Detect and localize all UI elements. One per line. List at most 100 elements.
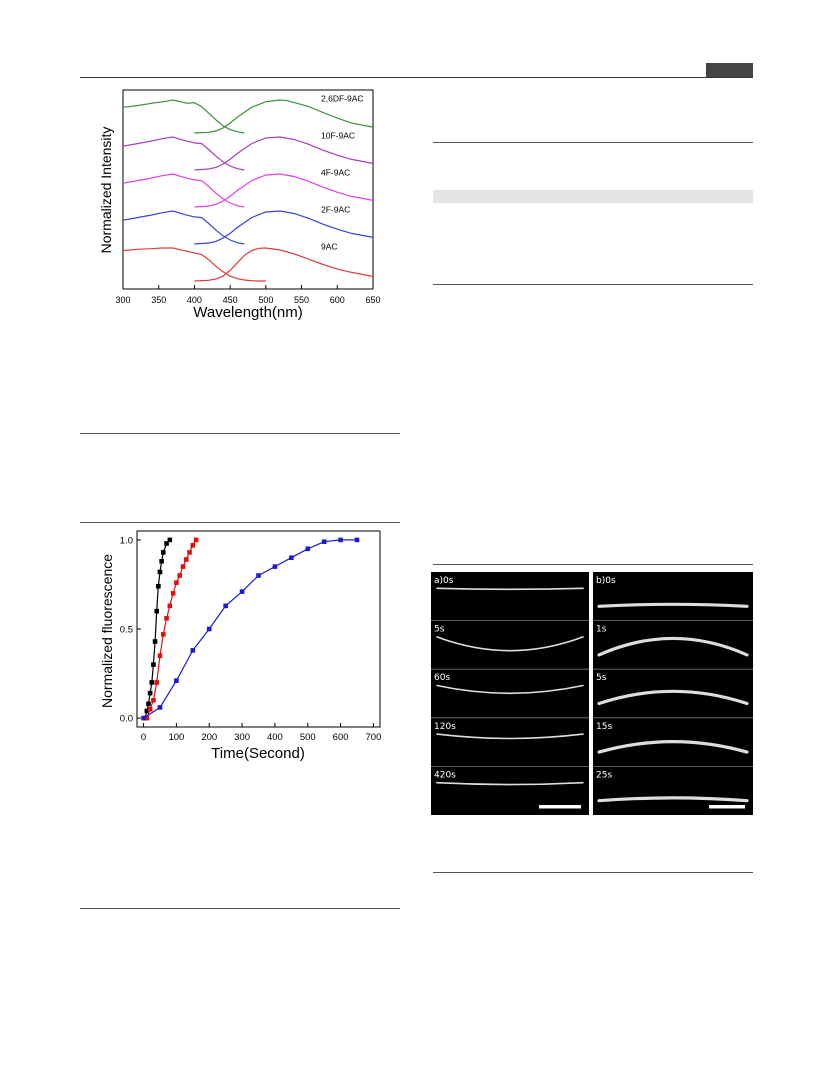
kinetics-point-0	[149, 680, 155, 685]
micro-scale-bar	[709, 805, 745, 809]
kinetics-point-1	[154, 680, 160, 685]
microscopy-panel-a: a)0s 5s 60s 120s 420s	[431, 576, 589, 809]
kinetics-point-2	[354, 537, 360, 543]
panel-divider	[589, 572, 593, 815]
spectra-plot-frame	[122, 89, 374, 290]
kinetics-point-0	[144, 708, 150, 714]
header-rule	[80, 77, 753, 78]
kinetics-series-group	[141, 537, 360, 721]
kinetics-point-2	[321, 539, 327, 544]
kinetics-point-1	[160, 632, 166, 637]
kinetics-point-2	[272, 564, 278, 569]
micro-fiber	[597, 689, 749, 706]
left-rule-2	[80, 522, 400, 523]
spectra-x-tick-label: 400	[187, 295, 202, 305]
kinetics-point-0	[164, 541, 169, 546]
spectra-emission-line-9AC	[194, 247, 374, 282]
micro-fiber	[436, 781, 584, 786]
micro-frame-label: 5s	[596, 673, 607, 683]
spectra-absorption-line-2F-9AC	[122, 210, 245, 245]
micro-frame-label: 60s	[434, 673, 450, 683]
kinetics-point-0	[147, 690, 153, 696]
spectra-emission-line-2,6DF-9AC	[194, 99, 374, 134]
kinetics-point-0	[157, 569, 163, 575]
spectra-series-label: 9AC	[321, 242, 338, 252]
kinetics-y-axis-label: Normalized fluorescence	[99, 554, 115, 708]
kinetics-x-tick-label: 100	[168, 732, 184, 743]
kinetics-x-tick-label: 600	[333, 732, 349, 743]
kinetics-point-2	[174, 678, 179, 683]
spectra-x-tick-label: 600	[330, 295, 345, 305]
spectra-x-tick-label: 650	[365, 295, 380, 305]
right-rule-2	[433, 872, 753, 873]
kinetics-chart: 0 100 200 300 400 500 600 700 0.0 0.5 1.0 Time(Sec…	[99, 530, 382, 762]
kinetics-point-1	[180, 564, 186, 569]
kinetics-point-2	[141, 715, 146, 721]
kinetics-line-1	[146, 539, 197, 719]
kinetics-axis-ticks: 0 100 200 300 400 500 600 700 0.0 0.5 1.0	[120, 535, 382, 743]
kinetics-point-2	[305, 546, 311, 552]
spectra-series-label: 10F-9AC	[321, 131, 355, 141]
kinetics-point-2	[157, 705, 163, 710]
micro-fiber	[436, 684, 584, 695]
spectra-x-tick-label: 350	[151, 295, 166, 305]
spectra-absorption-line-10F-9AC	[122, 136, 245, 171]
spectra-y-axis-label: Normalized Intensity	[98, 127, 114, 254]
spectra-emission-line-10F-9AC	[194, 136, 374, 171]
kinetics-point-1	[157, 653, 163, 659]
kinetics-y-tick-label: 0.5	[120, 625, 133, 636]
kinetics-point-1	[183, 557, 189, 562]
kinetics-point-2	[239, 589, 245, 594]
micro-frame-label: 1s	[596, 625, 607, 635]
table-top-rule	[433, 142, 753, 143]
kinetics-point-2	[223, 603, 228, 609]
header-tab-block	[706, 63, 753, 77]
right-rule-1	[433, 564, 753, 565]
micro-scale-bar	[539, 805, 581, 809]
kinetics-point-1	[174, 580, 179, 585]
kinetics-x-tick-label: 200	[201, 732, 217, 743]
spectra-x-ticks: 300 350 400 450 500 550 600 650	[115, 285, 381, 305]
spectra-absorption-line-2,6DF-9AC	[122, 99, 245, 134]
spectra-absorption-line-4F-9AC	[122, 173, 245, 208]
spectra-emission-line-2F-9AC	[194, 210, 374, 245]
kinetics-point-0	[160, 550, 166, 555]
kinetics-point-1	[187, 550, 192, 555]
micro-fiber	[597, 602, 749, 608]
kinetics-point-2	[190, 648, 196, 653]
kinetics-point-1	[151, 697, 156, 703]
spectra-series-label: 2F-9AC	[321, 205, 350, 215]
micro-fiber	[436, 636, 584, 652]
micro-frame-label: 25s	[596, 770, 612, 780]
spectra-series-labels: 2,6DF-9AC 10F-9AC 4F-9AC 2F-9AC 9AC	[321, 94, 364, 252]
kinetics-point-0	[154, 608, 160, 614]
kinetics-point-1	[164, 616, 169, 621]
micro-fiber	[597, 796, 749, 803]
microscopy-panel-b: b)0s 1s 5s 15s 25s	[593, 576, 753, 809]
table-bottom-rule	[433, 284, 753, 285]
spectra-series-label: 2,6DF-9AC	[321, 94, 364, 104]
kinetics-x-tick-label: 0	[141, 732, 146, 743]
kinetics-point-2	[206, 626, 212, 632]
micro-frame-label: b)0s	[596, 576, 616, 586]
table-header-shading	[433, 190, 753, 203]
micro-frame-label: 420s	[434, 770, 456, 780]
spectra-x-axis-label: Wavelength(nm)	[193, 304, 302, 321]
spectra-emission-line-4F-9AC	[194, 173, 374, 208]
spectra-series-label: 4F-9AC	[321, 168, 350, 178]
kinetics-point-1	[167, 603, 173, 609]
micro-frame-label: 15s	[596, 722, 612, 732]
left-rule-3	[80, 908, 400, 909]
kinetics-point-2	[256, 573, 261, 578]
spectra-absorption-line-9AC	[122, 247, 266, 282]
kinetics-x-tick-label: 500	[300, 732, 316, 743]
kinetics-x-tick-label: 400	[267, 732, 283, 743]
spectra-x-tick-label: 500	[258, 295, 273, 305]
kinetics-point-1	[177, 573, 182, 578]
kinetics-point-2	[289, 555, 294, 561]
spectra-series-group	[122, 99, 374, 282]
kinetics-point-1	[147, 706, 153, 712]
kinetics-point-0	[151, 662, 156, 667]
kinetics-point-0	[167, 537, 173, 543]
kinetics-x-tick-label: 700	[366, 732, 382, 743]
